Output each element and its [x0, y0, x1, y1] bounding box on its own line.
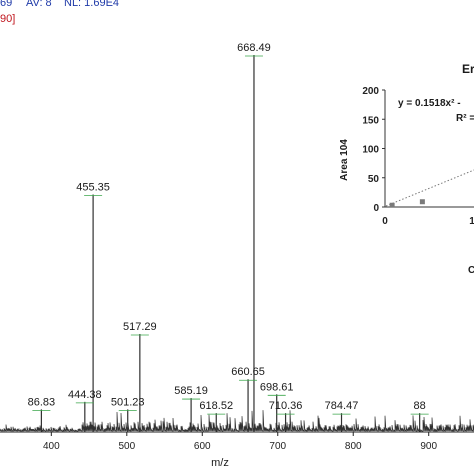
inset-y-ticks: 0 50 100 150 200: [362, 86, 385, 214]
x-tick-label-700: 700: [269, 441, 286, 452]
inset-y-tick-label-200: 200: [362, 86, 379, 97]
x-axis-title: m/z: [211, 457, 229, 469]
inset-y-tick-label-0: 0: [373, 203, 379, 214]
inset-y-tick-label-50: 50: [368, 174, 380, 185]
peak-label-585.19: 585.19: [174, 385, 208, 397]
spectrum-peaks: [40, 55, 421, 432]
peak-label-501.23: 501.23: [111, 396, 145, 408]
x-tick-label-900: 900: [420, 441, 437, 452]
peak-label-86.83: 86.83: [28, 396, 56, 408]
inset-y-axis-title: Area 104: [339, 139, 350, 181]
peak-label-618.52: 618.52: [199, 400, 233, 412]
inset-point-0: [389, 202, 395, 208]
inset-background: [338, 55, 474, 275]
inset-x-tick-label-1: 1: [469, 216, 474, 227]
x-axis-ticks: 400 500 600 700 800 900: [43, 432, 437, 452]
scan-info-fragment: 69: [0, 0, 13, 9]
x-tick-label-800: 800: [345, 441, 362, 452]
peak-label-710.36: 710.36: [269, 400, 303, 412]
averaging-label: AV: 8: [26, 0, 52, 9]
inset-title: Er: [462, 62, 474, 76]
spectrum-noise-trace: [0, 410, 474, 433]
inset-data-points: [389, 199, 425, 208]
x-tick-label-600: 600: [194, 441, 211, 452]
inset-y-tick-label-100: 100: [362, 145, 379, 156]
peak-label-517.29: 517.29: [123, 321, 157, 333]
peak-labels: 86.83 444.38 455.35 501.23 517.29 585.19 618.5…: [28, 42, 429, 415]
inset-point-1: [419, 199, 425, 205]
peak-label-455.35: 455.35: [76, 181, 110, 193]
peak-label-668.49: 668.49: [237, 42, 271, 54]
inset-x-axis-title: C: [468, 265, 474, 276]
peak-label-698.61: 698.61: [260, 381, 294, 393]
inset-y-tick-label-150: 150: [362, 115, 379, 126]
scan-range-fragment: 90]: [0, 13, 16, 25]
peak-label-88: 88: [414, 400, 426, 412]
noise-trace: [0, 410, 474, 433]
inset-x-tick-label-0: 0: [382, 216, 388, 227]
x-tick-label-500: 500: [118, 441, 135, 452]
peak-label-444.38: 444.38: [68, 389, 102, 401]
normalization-level-label: NL: 1.69E4: [64, 0, 120, 9]
inset-r-squared: R² =: [456, 113, 474, 124]
peak-label-660.65: 660.65: [231, 366, 265, 378]
inset-equation: y = 0.1518x² -: [398, 98, 461, 109]
peak-label-784.47: 784.47: [325, 400, 359, 412]
x-tick-label-400: 400: [43, 441, 60, 452]
